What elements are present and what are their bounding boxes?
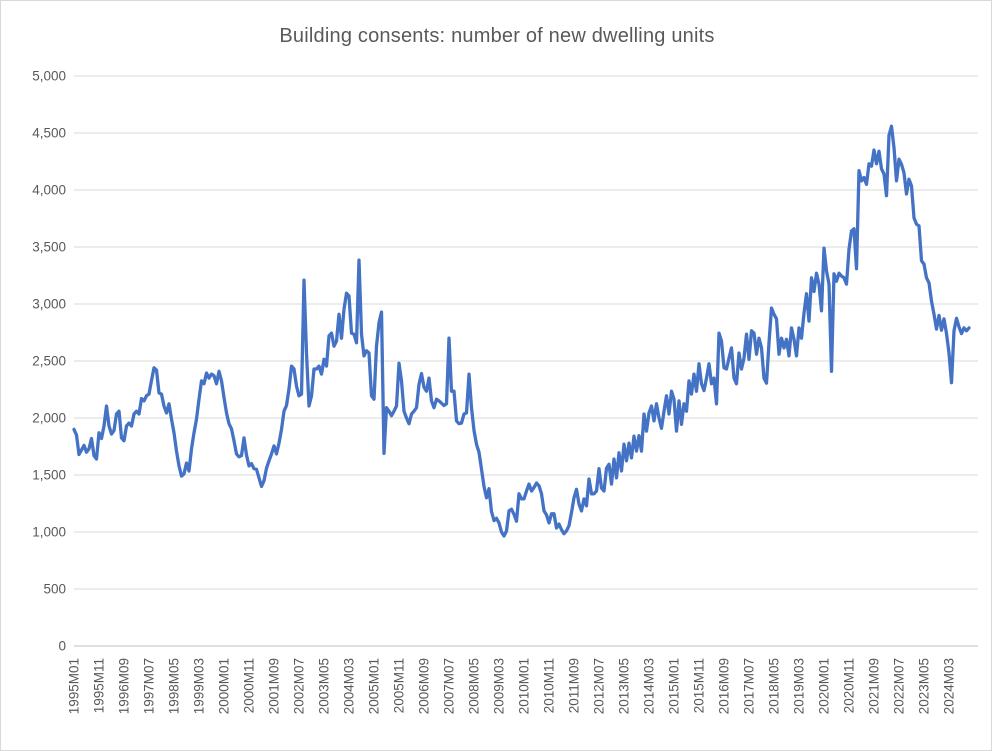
x-tick-label: 2005M01 bbox=[367, 658, 382, 714]
x-tick-label: 2020M01 bbox=[817, 658, 832, 714]
x-tick-label: 2002M07 bbox=[292, 658, 307, 714]
y-tick-label: 4,000 bbox=[32, 183, 66, 198]
x-tick-label: 2015M01 bbox=[667, 658, 682, 714]
y-tick-label: 1,500 bbox=[32, 468, 66, 483]
y-tick-label: 3,500 bbox=[32, 240, 66, 255]
x-tick-label: 2005M11 bbox=[392, 658, 407, 713]
chart-title: Building consents: number of new dwellin… bbox=[279, 25, 715, 47]
x-tick-label: 2004M03 bbox=[342, 658, 357, 714]
x-tick-label: 1999M03 bbox=[192, 658, 207, 714]
x-tick-label: 2000M01 bbox=[217, 658, 232, 714]
consents-series-line bbox=[72, 124, 971, 538]
y-tick-label: 5,000 bbox=[32, 69, 66, 84]
x-tick-label: 2003M05 bbox=[317, 658, 332, 714]
x-tick-label: 2020M11 bbox=[842, 658, 857, 713]
x-tick-label: 2023M05 bbox=[917, 658, 932, 714]
x-tick-label: 2018M05 bbox=[767, 658, 782, 714]
x-tick-label: 2006M09 bbox=[417, 658, 432, 714]
y-tick-label: 4,500 bbox=[32, 126, 66, 141]
x-tick-label: 2024M03 bbox=[942, 658, 957, 714]
x-tick-label: 2015M11 bbox=[692, 658, 707, 713]
x-tick-label: 2019M03 bbox=[792, 658, 807, 714]
x-tick-label: 2010M01 bbox=[517, 658, 532, 714]
x-tick-label: 2010M11 bbox=[542, 658, 557, 713]
x-tick-label: 2007M07 bbox=[442, 658, 457, 714]
y-tick-label: 0 bbox=[58, 639, 66, 654]
x-tick-label: 1996M09 bbox=[117, 658, 132, 714]
x-tick-label: 2009M03 bbox=[492, 658, 507, 714]
y-tick-label: 2,000 bbox=[32, 411, 66, 426]
x-tick-label: 2008M05 bbox=[467, 658, 482, 714]
x-tick-label: 1995M11 bbox=[92, 658, 107, 713]
x-tick-label: 2021M09 bbox=[867, 658, 882, 714]
y-tick-label: 500 bbox=[43, 582, 66, 597]
y-tick-label: 3,000 bbox=[32, 297, 66, 312]
x-tick-label: 2014M03 bbox=[642, 658, 657, 714]
x-tick-label: 1998M05 bbox=[167, 658, 182, 714]
x-tick-label: 1997M07 bbox=[142, 658, 157, 714]
y-tick-label: 2,500 bbox=[32, 354, 66, 369]
x-tick-label: 2001M09 bbox=[267, 658, 282, 714]
x-tick-label: 2016M09 bbox=[717, 658, 732, 714]
x-tick-label: 2011M09 bbox=[567, 658, 582, 713]
y-tick-label: 1,000 bbox=[32, 525, 66, 540]
x-tick-label: 2013M05 bbox=[617, 658, 632, 714]
x-tick-label: 2012M07 bbox=[592, 658, 607, 714]
x-tick-label: 2017M07 bbox=[742, 658, 757, 714]
x-tick-label: 2022M07 bbox=[892, 658, 907, 714]
x-tick-label: 1995M01 bbox=[67, 658, 82, 714]
x-tick-label: 2000M11 bbox=[242, 658, 257, 713]
